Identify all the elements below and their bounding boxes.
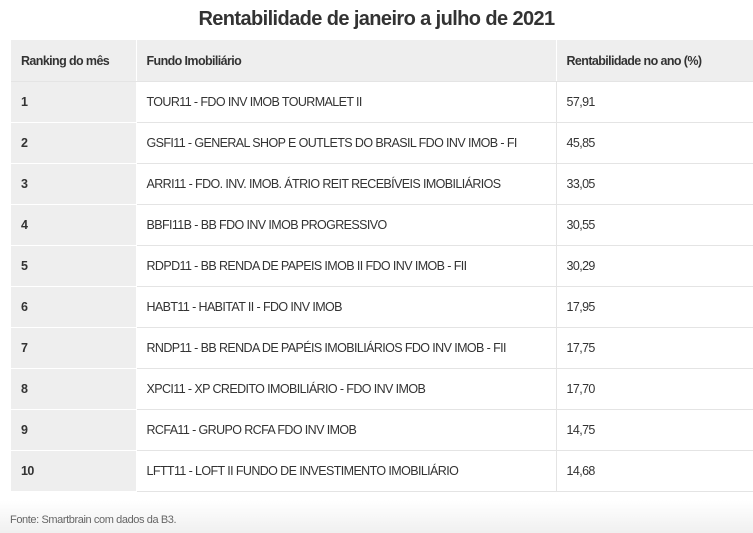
header-return: Rentabilidade no ano (%) [556, 40, 753, 82]
fund-cell: LFTT11 - LOFT II FUNDO DE INVESTIMENTO I… [136, 450, 557, 492]
fund-cell: HABT11 - HABITAT II - FDO INV IMOB [136, 286, 557, 328]
rank-cell: 3 [11, 163, 137, 205]
rank-cell: 1 [11, 81, 137, 123]
table-row: 10 LFTT11 - LOFT II FUNDO DE INVESTIMENTO… [11, 450, 753, 492]
fund-cell: GSFI11 - GENERAL SHOP E OUTLETS DO BRASI… [136, 122, 557, 164]
rank-cell: 4 [11, 204, 137, 246]
header-row: Ranking do mês Fundo Imobiliário Rentabi… [11, 40, 753, 82]
rank-cell: 2 [11, 122, 137, 164]
table-row: 2 GSFI11 - GENERAL SHOP E OUTLETS DO BRAS… [11, 122, 753, 164]
header-ranking: Ranking do mês [11, 40, 137, 82]
table-row: 6 HABT11 - HABITAT II - FDO INV IMOB 17,95 [11, 286, 753, 328]
fund-cell: RNDP11 - BB RENDA DE PAPÉIS IMOBILIÁRIOS… [136, 327, 557, 369]
rank-cell: 5 [11, 245, 137, 287]
return-cell: 14,75 [556, 409, 753, 451]
fund-cell: BBFI11B - BB FDO INV IMOB PROGRESSIVO [136, 204, 557, 246]
header-fund: Fundo Imobiliário [136, 40, 557, 82]
fund-cell: ARRI11 - FDO. INV. IMOB. ÁTRIO REIT RECE… [136, 163, 557, 205]
fund-cell: RCFA11 - GRUPO RCFA FDO INV IMOB [136, 409, 557, 451]
return-cell: 17,70 [556, 368, 753, 410]
table-row: 5 RDPD11 - BB RENDA DE PAPEIS IMOB II FDO… [11, 245, 753, 287]
table-row: 7 RNDP11 - BB RENDA DE PAPÉIS IMOBILIÁRIO… [11, 327, 753, 369]
rank-cell: 10 [11, 450, 137, 492]
table-row: 9 RCFA11 - GRUPO RCFA FDO INV IMOB 14,75 [11, 409, 753, 451]
fund-cell: TOUR11 - FDO INV IMOB TOURMALET II [136, 81, 557, 123]
rank-cell: 6 [11, 286, 137, 328]
source-note: Fonte: Smartbrain com dados da B3. [10, 514, 177, 526]
return-cell: 14,68 [556, 450, 753, 492]
rank-cell: 8 [11, 368, 137, 410]
fund-cell: RDPD11 - BB RENDA DE PAPEIS IMOB II FDO … [136, 245, 557, 287]
ranking-table: Ranking do mês Fundo Imobiliário Rentabi… [11, 40, 753, 492]
table-row: 8 XPCI11 - XP CREDITO IMOBILIÁRIO - FDO I… [11, 368, 753, 410]
return-cell: 33,05 [556, 163, 753, 205]
return-cell: 30,29 [556, 245, 753, 287]
return-cell: 17,75 [556, 327, 753, 369]
table-title: Rentabilidade de janeiro a julho de 2021 [198, 8, 555, 30]
table-row: 1 TOUR11 - FDO INV IMOB TOURMALET II 57,91 [11, 81, 753, 123]
return-cell: 17,95 [556, 286, 753, 328]
rank-cell: 7 [11, 327, 137, 369]
return-cell: 57,91 [556, 81, 753, 123]
table-row: 3 ARRI11 - FDO. INV. IMOB. ÁTRIO REIT REC… [11, 163, 753, 205]
fund-cell: XPCI11 - XP CREDITO IMOBILIÁRIO - FDO IN… [136, 368, 557, 410]
return-cell: 45,85 [556, 122, 753, 164]
rank-cell: 9 [11, 409, 137, 451]
source-footer: Fonte: Smartbrain com dados da B3. [0, 500, 753, 533]
return-cell: 30,55 [556, 204, 753, 246]
table-row: 4 BBFI11B - BB FDO INV IMOB PROGRESSIVO 30… [11, 204, 753, 246]
